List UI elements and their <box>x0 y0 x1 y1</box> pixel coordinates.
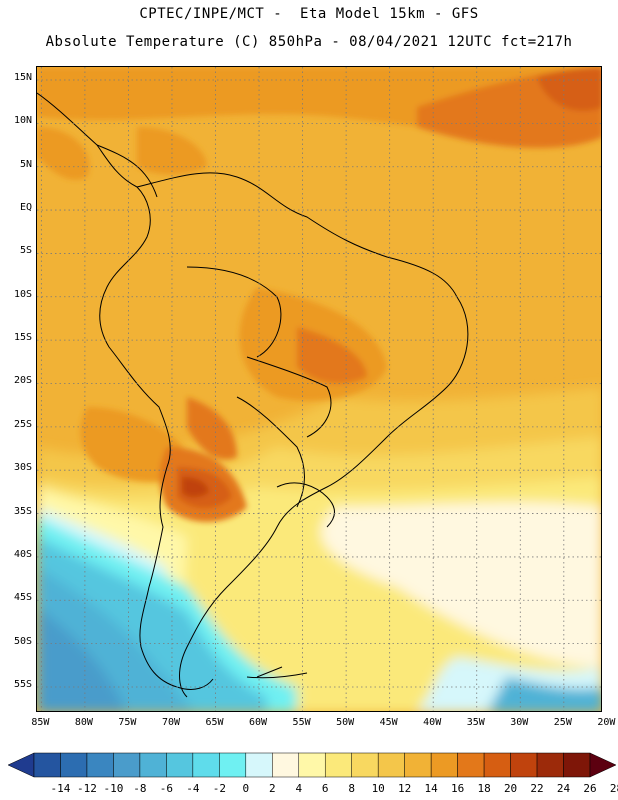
temperature-map <box>36 66 602 712</box>
colorbar-swatch <box>483 752 511 778</box>
lat-tick-label: EQ <box>19 202 32 214</box>
colorbar-tick-label: 2 <box>268 782 276 795</box>
colorbar-tick-label: 14 <box>424 782 438 795</box>
colorbar-tick-label: 18 <box>477 782 491 795</box>
lon-tick-label: 65W <box>205 717 224 728</box>
lat-tick-label: 45S <box>13 592 32 604</box>
colorbar-swatch <box>510 752 538 778</box>
colorbar-swatch <box>563 752 591 778</box>
colorbar-swatch <box>457 752 485 778</box>
colorbar-tick-label: 24 <box>556 782 571 795</box>
lon-tick-label: 25W <box>553 717 572 728</box>
lat-tick-label: 10S <box>13 288 32 300</box>
lon-tick-label: 70W <box>161 717 180 728</box>
lat-tick-label: 55S <box>13 678 32 690</box>
lat-tick-label: 25S <box>13 418 32 430</box>
colorbar-tick-label: -12 <box>77 782 97 795</box>
colorbar-tick-label: 12 <box>398 782 412 795</box>
lon-tick-label: 55W <box>292 717 311 728</box>
colorbar-swatch <box>351 752 379 778</box>
lat-tick-label: 40S <box>13 548 32 560</box>
colorbar-swatch <box>324 752 352 778</box>
chart-title-line1: CPTEC/INPE/MCT - Eta Model 15km - GFS <box>139 6 479 22</box>
colorbar-swatch <box>219 752 247 778</box>
colorbar-swatch <box>139 752 167 778</box>
lon-tick-label: 45W <box>379 717 398 728</box>
colorbar-arrow-low <box>8 752 35 778</box>
colorbar-swatch <box>113 752 141 778</box>
lat-tick-label: 15N <box>13 72 32 83</box>
colorbar-tick-label: 10 <box>371 782 385 795</box>
colorbar-swatch <box>245 752 273 778</box>
colorbar-tick-label: 22 <box>530 782 544 795</box>
colorbar-tick-label: 26 <box>583 782 597 795</box>
lat-tick-label: 5S <box>19 245 32 257</box>
colorbar-tick-label: 28 <box>609 782 618 795</box>
lat-tick-label: 20S <box>13 375 32 387</box>
colorbar-swatch <box>377 752 405 778</box>
colorbar-tick-label: -2 <box>212 782 226 795</box>
colorbar-swatch <box>166 752 194 778</box>
colorbar-swatch <box>430 752 458 778</box>
colorbar-swatch <box>404 752 432 778</box>
lat-tick-label: 15S <box>13 332 32 344</box>
map-canvas <box>37 67 601 711</box>
lat-tick-label: 10N <box>13 115 32 127</box>
lon-tick-label: 60W <box>249 717 268 728</box>
colorbar-tick-label: 6 <box>321 782 329 795</box>
lon-tick-label: 40W <box>423 717 442 728</box>
colorbar-tick-label: 20 <box>503 782 518 795</box>
colorbar-tick-label: 4 <box>295 782 303 795</box>
colorbar-tick-label: -10 <box>103 782 124 795</box>
colorbar-tick-label: -6 <box>159 782 173 795</box>
colorbar-tick-label: -8 <box>133 782 147 795</box>
colorbar-tick-label: -4 <box>186 782 200 795</box>
colorbar-swatch <box>298 752 326 778</box>
colorbar-arrow-high <box>589 752 616 778</box>
lon-tick-label: 50W <box>336 717 355 728</box>
colorbar-swatch <box>60 752 88 778</box>
colorbar-swatch <box>192 752 220 778</box>
colorbar-tick-label: 0 <box>242 782 250 795</box>
lon-tick-label: 85W <box>31 717 50 728</box>
colorbar-swatch <box>86 752 114 778</box>
lon-tick-label: 20W <box>597 717 616 728</box>
chart-title-line2: Absolute Temperature (C) 850hPa - 08/04/… <box>45 34 573 50</box>
colorbar-tick-label: 8 <box>348 782 356 795</box>
lon-tick-label: 75W <box>118 717 137 728</box>
colorbar-swatch <box>272 752 300 778</box>
lat-tick-label: 35S <box>13 505 32 517</box>
lat-tick-label: 50S <box>13 635 32 647</box>
lat-tick-label: 30S <box>13 462 32 474</box>
lon-tick-label: 35W <box>466 717 485 728</box>
lon-tick-label: 80W <box>74 717 93 728</box>
colorbar-swatch <box>536 752 564 778</box>
coastlines <box>37 92 469 698</box>
colorbar-tick-label: -14 <box>50 782 71 795</box>
colorbar <box>8 752 616 778</box>
lon-tick-label: 30W <box>510 717 529 728</box>
colorbar-swatch <box>33 752 61 778</box>
lat-tick-label: 5N <box>19 158 32 170</box>
colorbar-tick-label: 16 <box>450 782 465 795</box>
